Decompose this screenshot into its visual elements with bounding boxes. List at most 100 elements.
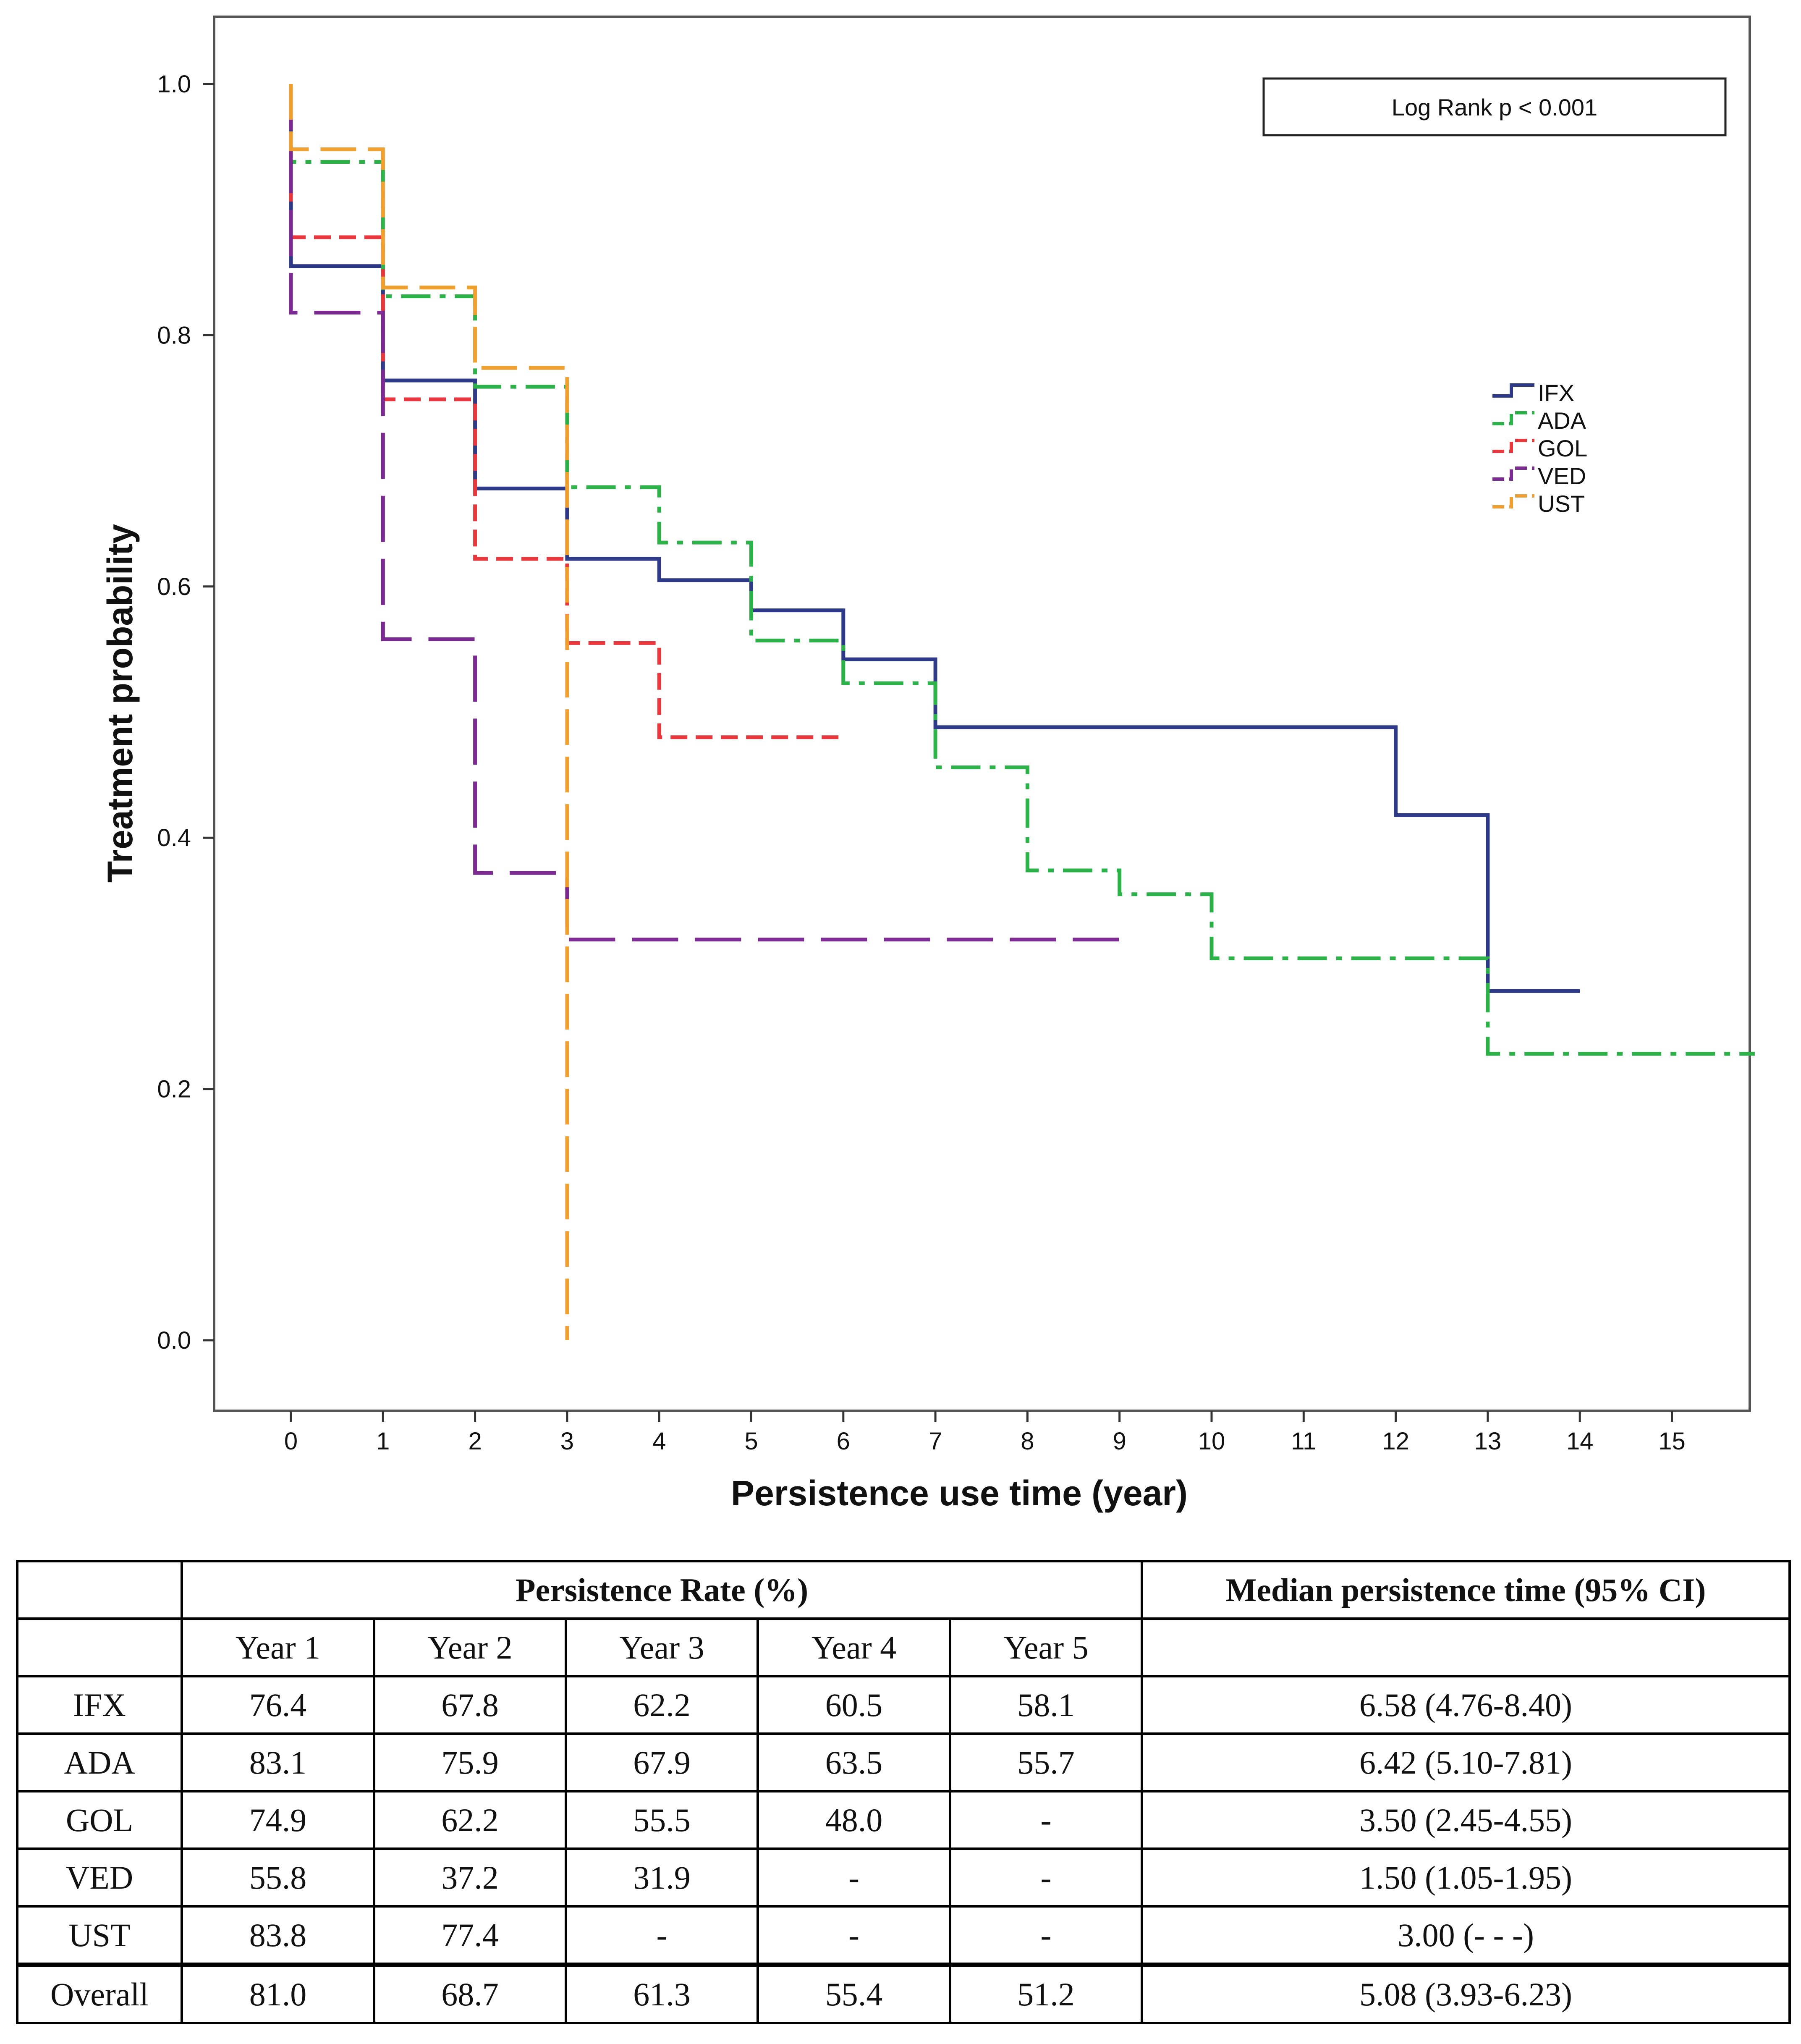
rate-cell: 67.9 <box>565 1732 759 1792</box>
median-empty-cell <box>1141 1617 1791 1677</box>
rate-cell: 83.1 <box>181 1732 375 1792</box>
rate-cell: - <box>757 1847 951 1908</box>
rate-cell: 76.4 <box>181 1675 375 1735</box>
x-tick-label: 2 <box>468 1428 482 1455</box>
rate-cell: - <box>565 1905 759 1966</box>
rate-cell: 67.8 <box>373 1675 567 1735</box>
median-cell: 6.58 (4.76-8.40) <box>1141 1675 1791 1735</box>
rate-cell: 74.9 <box>181 1790 375 1850</box>
row-label: Overall <box>16 1963 183 2024</box>
year-header: Year 2 <box>373 1617 567 1677</box>
y-tick-label: 0.8 <box>157 322 191 349</box>
year-header: Year 3 <box>565 1617 759 1677</box>
kaplan-meier-chart: 0 1 2 3 4 5 6 7 8 9 10 11 12 13 14 150.00.20.40.60.81.0… <box>100 16 1755 1513</box>
rate-cell: 51.2 <box>949 1963 1143 2024</box>
rate-cell: 37.2 <box>373 1847 567 1908</box>
table-row: GOL 74.9 62.2 55.5 48.0-3.50 (2.45-4.55) <box>16 1790 1791 1850</box>
x-tick-label: 9 <box>1113 1428 1126 1455</box>
rate-cell: 81.0 <box>181 1963 375 2024</box>
median-cell: 6.42 (5.10-7.81) <box>1141 1732 1791 1792</box>
row-label: UST <box>16 1905 183 1966</box>
median-cell: 3.00 (- - -) <box>1141 1905 1791 1966</box>
rate-cell: 55.7 <box>949 1732 1143 1792</box>
x-axis-title: Persistence use time (year) <box>731 1473 1188 1513</box>
header-empty-cell <box>16 1560 183 1620</box>
rate-cell: 62.2 <box>565 1675 759 1735</box>
persistence-rate-header: Persistence Rate (%) <box>181 1560 1143 1620</box>
median-cell: 1.50 (1.05-1.95) <box>1141 1847 1791 1908</box>
year-header: Year 1 <box>181 1617 375 1677</box>
legend-label: IFX <box>1538 380 1574 406</box>
x-tick-label: 14 <box>1566 1428 1594 1455</box>
rate-cell: 62.2 <box>373 1790 567 1850</box>
x-tick-label: 10 <box>1198 1428 1225 1455</box>
x-tick-label: 13 <box>1474 1428 1502 1455</box>
log-rank-box <box>1262 77 1727 136</box>
y-tick-label: 0.4 <box>157 824 191 852</box>
rate-cell: 63.5 <box>757 1732 951 1792</box>
x-tick-label: 0 <box>284 1428 298 1455</box>
rate-cell: 48.0 <box>757 1790 951 1850</box>
rate-cell: - <box>949 1847 1143 1908</box>
table-years-row: Year 1 Year 2 Year 3 Year 4 Year 5 <box>16 1617 1791 1677</box>
x-tick-label: 3 <box>560 1428 574 1455</box>
log-rank-text: Log Rank p < 0.001 <box>1392 94 1597 121</box>
rate-cell: - <box>757 1905 951 1966</box>
row-label: ADA <box>16 1732 183 1792</box>
y-tick-label: 0.6 <box>157 573 191 600</box>
row-label: GOL <box>16 1790 183 1850</box>
table-row: IFX 76.4 67.8 62.2 60.5 58.1 6.58 (4.76-8.40) <box>16 1675 1791 1735</box>
rate-cell: 61.3 <box>565 1963 759 2024</box>
rate-cell: 60.5 <box>757 1675 951 1735</box>
years-empty-cell <box>16 1617 183 1677</box>
x-tick-label: 12 <box>1382 1428 1409 1455</box>
persistence-table-wrap: Persistence Rate (%) Median persistence … <box>16 1560 1791 2024</box>
rate-cell: 83.8 <box>181 1905 375 1966</box>
rate-cell: 55.5 <box>565 1790 759 1850</box>
y-tick-label: 0.2 <box>157 1076 191 1103</box>
x-tick-label: 1 <box>376 1428 390 1455</box>
y-tick-label: 0.0 <box>157 1327 191 1354</box>
y-tick-label: 1.0 <box>157 71 191 98</box>
series-line-ada <box>289 84 1755 1056</box>
series-line-ved <box>289 84 1120 942</box>
table-row: ADA 83.1 75.9 67.9 63.5 55.7 6.42 (5.10-7.81) <box>16 1732 1791 1792</box>
x-tick-label: 8 <box>1021 1428 1034 1455</box>
rate-cell: - <box>949 1790 1143 1850</box>
series-line-ifx <box>289 84 1580 993</box>
median-header: Median persistence time (95% CI) <box>1141 1560 1791 1620</box>
table-header-row: Persistence Rate (%) Median persistence … <box>16 1560 1791 1620</box>
rate-cell: 58.1 <box>949 1675 1143 1735</box>
table-row: UST 83.8 77.4- - -3.00 (- - -) <box>16 1905 1791 1966</box>
legend-swatch-ust <box>1492 494 1534 508</box>
legend-label: UST <box>1538 490 1585 517</box>
x-tick-label: 6 <box>837 1428 850 1455</box>
row-label: IFX <box>16 1675 183 1735</box>
legend-swatch-ada <box>1492 411 1534 425</box>
x-tick-label: 5 <box>744 1428 758 1455</box>
plot-frame <box>213 16 1751 1412</box>
x-tick-label: 11 <box>1291 1428 1316 1455</box>
series-line-ust <box>289 84 569 1340</box>
legend-label: ADA <box>1538 407 1586 434</box>
table-row: VED 55.8 37.2 31.9- -1.50 (1.05-1.95) <box>16 1847 1791 1908</box>
x-tick-label: 15 <box>1658 1428 1686 1455</box>
legend-label: VED <box>1538 463 1586 489</box>
row-label: VED <box>16 1847 183 1908</box>
legend-swatch-gol <box>1492 439 1534 453</box>
table-row: Overall 81.0 68.7 61.3 55.4 51.2 5.08 (3.93-6.… <box>16 1963 1791 2024</box>
year-header: Year 5 <box>949 1617 1143 1677</box>
rate-cell: 55.4 <box>757 1963 951 2024</box>
rate-cell: 75.9 <box>373 1732 567 1792</box>
median-cell: 3.50 (2.45-4.55) <box>1141 1790 1791 1850</box>
legend-swatch-ifx <box>1492 383 1534 398</box>
rate-cell: 77.4 <box>373 1905 567 1966</box>
legend-swatch-ved <box>1492 466 1534 481</box>
year-header: Year 4 <box>757 1617 951 1677</box>
x-tick-label: 4 <box>652 1428 666 1455</box>
rate-cell: 55.8 <box>181 1847 375 1908</box>
rate-cell: 31.9 <box>565 1847 759 1908</box>
persistence-table: Persistence Rate (%) Median persistence … <box>16 1560 1791 2024</box>
series-line-gol <box>289 84 843 739</box>
rate-cell: - <box>949 1905 1143 1966</box>
